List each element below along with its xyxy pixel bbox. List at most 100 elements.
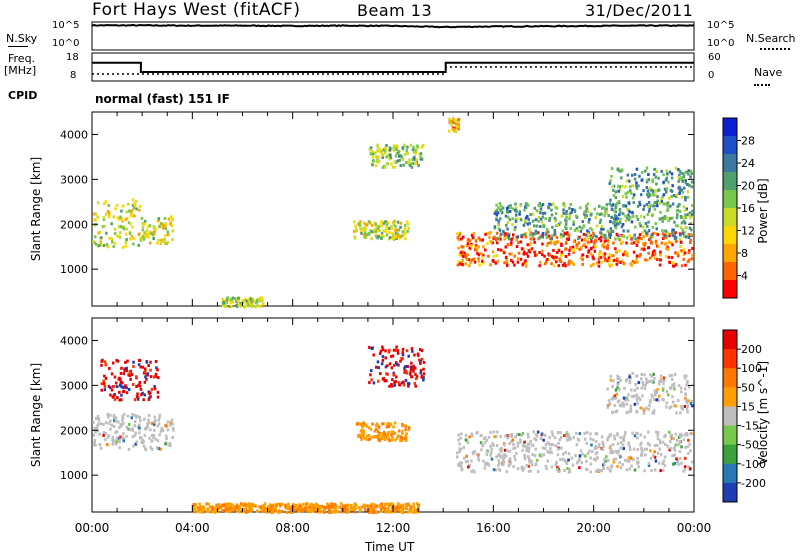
velocity-cell	[387, 431, 390, 434]
power-cell	[609, 220, 612, 224]
velocity-cell	[419, 371, 422, 375]
power-cell	[545, 227, 549, 231]
power-cell	[606, 243, 609, 247]
power-cell	[667, 219, 671, 223]
velocity-cell	[131, 435, 135, 439]
power-feature	[447, 117, 461, 133]
velocity-cell	[120, 424, 124, 428]
power-cell	[146, 232, 150, 236]
velocity-cell	[312, 506, 316, 510]
power-feature	[368, 143, 425, 169]
velocity-cell	[640, 447, 643, 451]
power-cell	[640, 193, 643, 197]
power-cell	[645, 166, 649, 170]
velocity-cell	[682, 469, 685, 473]
power-cell	[141, 225, 145, 229]
velocity-cell	[379, 509, 382, 513]
power-cell	[632, 201, 635, 204]
velocity-cell	[575, 431, 578, 435]
power-cell	[616, 168, 619, 172]
power-cell	[395, 151, 398, 155]
velocity-cell	[471, 469, 475, 473]
power-cell	[543, 211, 547, 215]
velocity-cell	[138, 415, 142, 419]
power-cell	[388, 230, 391, 234]
power-cell	[527, 203, 530, 207]
ytick-label: 4000	[60, 128, 88, 141]
power-cell	[653, 168, 656, 171]
power-cell	[455, 119, 458, 122]
power-cell	[145, 229, 149, 233]
velocity-cell	[360, 505, 363, 509]
power-cell	[494, 238, 498, 242]
power-cell	[604, 259, 607, 263]
power-cell	[675, 209, 679, 213]
power-cell	[499, 248, 503, 252]
power-cell	[545, 244, 549, 247]
power-cell	[170, 224, 174, 228]
velocity-cell	[596, 468, 600, 472]
velocity-cell	[602, 445, 605, 448]
velocity-cell	[655, 390, 659, 394]
velocity-cell	[148, 391, 151, 395]
velocity-cell	[621, 401, 624, 405]
power-cell	[620, 176, 623, 180]
velocity-cell	[357, 434, 360, 438]
freq-panel-frame	[91, 52, 695, 82]
power-cell	[403, 144, 406, 148]
velocity-cell	[385, 372, 388, 376]
power-cell	[670, 176, 674, 180]
power-cell	[448, 117, 451, 121]
velocity-cell	[213, 509, 217, 513]
power-cell	[670, 189, 674, 193]
power-cell	[625, 236, 629, 240]
power-cell	[497, 206, 500, 210]
velocity-cell	[460, 432, 463, 436]
velocity-cell	[614, 457, 618, 461]
power-cell	[369, 148, 372, 152]
power-cell	[497, 219, 501, 223]
power-cell	[649, 240, 653, 244]
velocity-cell	[150, 387, 154, 391]
velocity-cell	[527, 449, 530, 453]
power-cell	[688, 258, 691, 262]
velocity-cell	[636, 448, 639, 451]
power-cell	[614, 210, 617, 214]
velocity-feature	[606, 371, 694, 415]
velocity-cell	[199, 507, 203, 511]
velocity-cell	[616, 442, 620, 446]
ytick-label: 3000	[60, 379, 88, 392]
power-cell	[95, 242, 98, 246]
velocity-cell	[403, 436, 406, 440]
velocity-cell	[390, 502, 393, 506]
power-cell	[224, 304, 227, 308]
power-cell	[565, 232, 568, 236]
power-cell	[691, 246, 694, 250]
power-cell	[476, 252, 479, 255]
velocity-cell	[690, 400, 693, 403]
velocity-cell	[278, 510, 281, 514]
velocity-cell	[94, 430, 97, 434]
velocity-cell	[530, 463, 534, 467]
velocity-cell	[370, 347, 374, 350]
velocity-cell	[138, 426, 141, 430]
velocity-cell	[371, 435, 374, 439]
velocity-cell	[635, 431, 638, 435]
velocity-cell	[618, 388, 621, 392]
velocity-cell	[578, 432, 582, 436]
power-cell	[589, 252, 593, 256]
power-cell	[482, 245, 485, 249]
velocity-cell	[388, 384, 391, 388]
power-cell	[572, 222, 575, 226]
velocity-cell	[540, 454, 543, 458]
power-cell	[221, 297, 224, 301]
power-cell	[495, 241, 499, 245]
velocity-cell	[642, 383, 645, 387]
power-cell	[477, 253, 481, 257]
power-cell	[527, 249, 531, 253]
power-cell	[680, 188, 683, 192]
velocity-cell	[615, 392, 618, 396]
power-cell	[403, 237, 407, 241]
velocity-cell	[104, 363, 107, 367]
velocity-cell	[93, 426, 96, 430]
